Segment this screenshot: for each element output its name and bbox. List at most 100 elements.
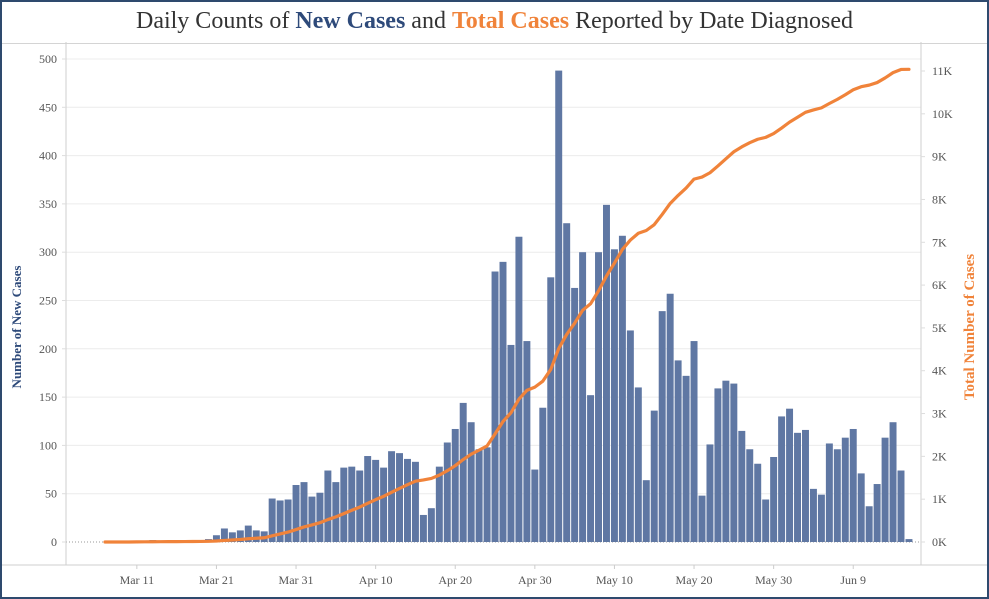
y-tick-label: 300 [39, 245, 57, 259]
bar-new-cases [507, 344, 515, 542]
y-tick-label: 400 [39, 149, 57, 163]
line-series-total-cases [103, 67, 911, 544]
bar-new-cases [865, 506, 873, 542]
bar-new-cases [244, 525, 252, 542]
bar-new-cases [252, 530, 260, 542]
bar-new-cases [825, 443, 833, 542]
y-tick-label: 150 [39, 390, 57, 404]
bar-new-cases [316, 492, 324, 542]
bar-new-cases [220, 528, 228, 542]
bar-new-cases [770, 456, 778, 542]
bar-new-cases [603, 204, 610, 542]
bar-new-cases [459, 402, 467, 542]
left-axis-ticks: 0 50 100 150 200 250 300 350 400 450 500 [39, 52, 66, 549]
bar-new-cases [722, 380, 730, 542]
x-tick-label: Jun 9 [840, 573, 866, 587]
bar-new-cases [467, 422, 475, 542]
bar-new-cases [332, 482, 340, 542]
y-tick-label: 500 [39, 52, 57, 66]
bar-new-cases [626, 330, 634, 542]
bar-new-cases [650, 410, 658, 542]
title-middle: and [405, 8, 452, 34]
y2-tick-label: 1K [932, 492, 947, 506]
y2-tick-label: 9K [932, 150, 947, 164]
x-tick-label: Apr 10 [359, 573, 393, 587]
bar-new-cases [491, 271, 499, 542]
bar-new-cases [610, 249, 618, 543]
bar-new-cases [786, 408, 794, 542]
y2-tick-label: 8K [932, 192, 947, 206]
bar-new-cases [873, 484, 881, 542]
x-tick-label: May 30 [755, 573, 792, 587]
bar-new-cases [212, 535, 220, 542]
bar-new-cases [364, 456, 372, 542]
bar-new-cases [579, 252, 587, 542]
bar-new-cases [849, 428, 857, 542]
bar-new-cases [435, 466, 443, 542]
title-divider [2, 43, 987, 44]
x-axis-ticks: Mar 11 Mar 21 Mar 31 Apr 10 Apr 20 Apr 30 May … [120, 565, 866, 587]
bar-new-cases [794, 432, 801, 542]
chart-title: Daily Counts of New Cases and Total Case… [2, 8, 987, 35]
bar-new-cases [674, 360, 682, 542]
bar-new-cases [690, 341, 698, 542]
y-tick-label: 0 [51, 535, 57, 549]
bar-new-cases [618, 235, 626, 542]
bar-new-cases [268, 498, 276, 542]
bar-series-new-cases [133, 70, 913, 543]
bar-new-cases [396, 453, 403, 542]
bar-new-cases [539, 407, 547, 542]
bar-new-cases [348, 466, 356, 542]
bar-new-cases [809, 488, 817, 542]
bar-new-cases [324, 470, 332, 542]
title-total-cases: Total Cases [451, 8, 570, 34]
title-suffix: Reported by Date Diagnosed [569, 8, 854, 34]
y2-tick-label: 6K [932, 278, 947, 292]
x-tick-label: Apr 30 [518, 573, 552, 587]
bar-new-cases [833, 449, 841, 542]
bar-new-cases [419, 514, 427, 542]
right-axis-ticks: 0K 1K 2K 3K 4K 5K 6K 7K 8K 9K 10K 11K [921, 64, 953, 549]
y-tick-label: 250 [39, 294, 57, 308]
bar-new-cases [388, 451, 396, 542]
bar-new-cases [762, 499, 770, 542]
bar-new-cases [778, 416, 786, 542]
left-axis-title: Number of New Cases [9, 266, 24, 389]
bar-new-cases [881, 437, 889, 542]
bar-new-cases [475, 449, 483, 542]
bar-new-cases [905, 539, 913, 542]
bar-new-cases [411, 461, 419, 542]
bar-new-cases [642, 480, 650, 542]
bar-new-cases [682, 375, 690, 542]
bar-new-cases [571, 287, 579, 542]
title-prefix: Daily Counts of [135, 8, 296, 34]
bar-new-cases [555, 70, 563, 542]
x-tick-label: Mar 21 [199, 573, 234, 587]
bar-new-cases [889, 422, 897, 542]
bar-new-cases [276, 500, 284, 542]
bar-new-cases [404, 458, 411, 542]
bar-new-cases [666, 293, 674, 542]
bar-new-cases [443, 442, 451, 542]
line-total-cases [103, 67, 911, 544]
right-axis-title: Total Number of Cases [962, 254, 978, 400]
bar-new-cases [634, 387, 642, 542]
bar-new-cases [340, 467, 348, 542]
bar-new-cases [802, 429, 809, 542]
bar-new-cases [483, 447, 491, 542]
bar-new-cases [857, 473, 865, 542]
y-tick-label: 100 [39, 438, 57, 452]
y2-tick-label: 7K [932, 235, 947, 249]
bar-new-cases [236, 530, 244, 542]
bar-new-cases [730, 383, 738, 542]
bar-new-cases [499, 261, 507, 542]
bar-new-cases [515, 236, 523, 543]
y-tick-label: 50 [45, 487, 57, 501]
bar-new-cases [595, 252, 602, 542]
x-tick-label: Apr 20 [438, 573, 472, 587]
bar-new-cases [706, 444, 714, 542]
bar-new-cases [658, 311, 666, 542]
bar-new-cases [228, 532, 236, 542]
bar-new-cases [300, 482, 308, 542]
y2-tick-label: 5K [932, 321, 947, 335]
